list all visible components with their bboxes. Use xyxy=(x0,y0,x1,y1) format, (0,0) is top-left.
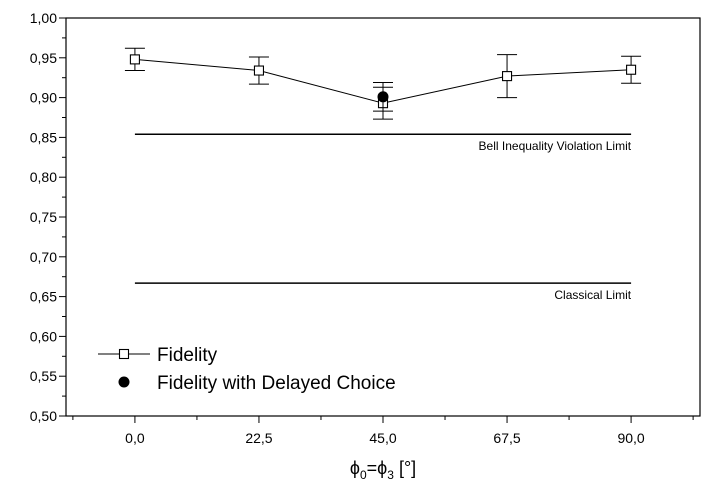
y-tick-label: 0,85 xyxy=(30,129,57,145)
legend-label: Fidelity xyxy=(157,345,218,366)
legend: Fidelity Fidelity with Delayed Choice xyxy=(98,345,396,394)
y-tick-label: 0,95 xyxy=(30,50,57,66)
reference-lines: Bell Inequality Violation Limit Classical… xyxy=(134,133,632,302)
x-tick-label: 90,0 xyxy=(617,430,644,446)
y-tick-label: 0,80 xyxy=(30,169,57,185)
x-axis-title-sub-0: 0 xyxy=(360,468,367,482)
data-point xyxy=(253,65,265,76)
reference-line-label: Bell Inequality Violation Limit xyxy=(479,139,632,153)
x-axis-ticks: 0,0 22,5 45,0 67,5 90,0 xyxy=(72,416,694,446)
x-axis-title: ϕ0=ϕ3 [°] xyxy=(350,458,416,482)
y-tick-label: 0,50 xyxy=(30,408,57,424)
data-point xyxy=(377,91,389,103)
x-tick-label: 22,5 xyxy=(245,430,272,446)
data-series xyxy=(124,47,642,120)
x-tick-label: 67,5 xyxy=(493,430,520,446)
y-tick-label: 0,55 xyxy=(30,368,57,384)
x-axis-title-unit: [°] xyxy=(394,458,416,478)
data-point xyxy=(626,64,637,75)
y-tick-label: 0,65 xyxy=(30,289,57,305)
legend-marker xyxy=(118,376,130,388)
legend-marker xyxy=(118,348,130,360)
y-axis-ticks: 0,50 0,55 0,60 0,65 0,70 0,75 0,80 0,85 0,90 0,95… xyxy=(30,10,66,424)
data-point xyxy=(501,71,513,82)
x-axis-title-phi: ϕ xyxy=(350,458,360,478)
y-tick-label: 1,00 xyxy=(30,10,57,26)
reference-line-label: Classical Limit xyxy=(554,288,631,302)
x-axis-title-sub-3: 3 xyxy=(387,468,394,482)
y-tick-label: 0,70 xyxy=(30,249,57,265)
data-point xyxy=(129,54,140,65)
x-axis-title-phi-2: ϕ xyxy=(377,458,387,478)
legend-label: Fidelity with Delayed Choice xyxy=(157,373,396,394)
x-axis-title-equals: = xyxy=(367,458,378,478)
y-tick-label: 0,75 xyxy=(30,209,57,225)
x-tick-label: 0,0 xyxy=(125,430,145,446)
y-tick-label: 0,90 xyxy=(30,90,57,106)
y-tick-label: 0,60 xyxy=(30,328,57,344)
x-tick-label: 45,0 xyxy=(369,430,396,446)
